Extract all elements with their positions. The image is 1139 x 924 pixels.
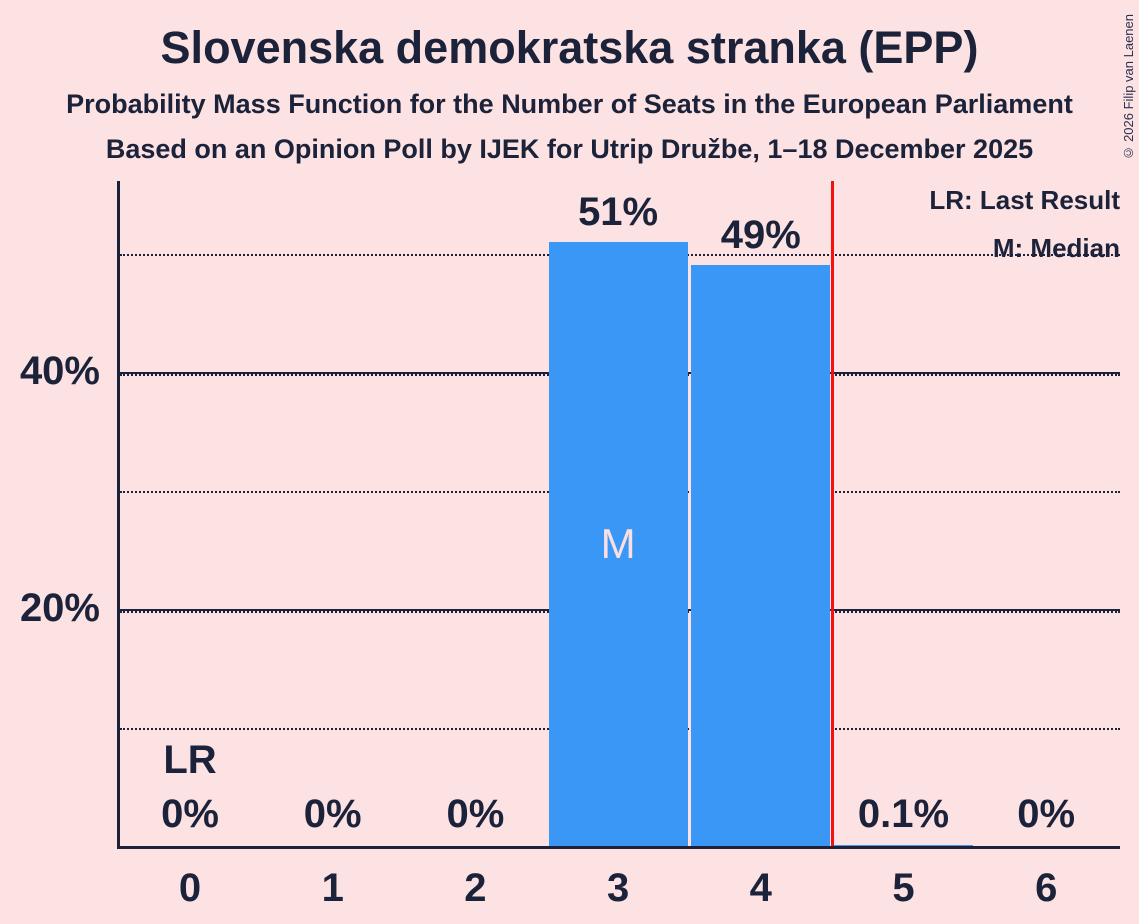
- x-tick-label-1: 1: [321, 866, 344, 910]
- chart-subtitle-poll: Based on an Opinion Poll by IJEK for Utr…: [105, 134, 1034, 164]
- y-tick-label-40: 40%: [19, 349, 100, 393]
- bar-value-label-2: 0%: [446, 792, 505, 836]
- bar-seat-3: [548, 241, 688, 846]
- x-tick-label-2: 2: [464, 866, 487, 910]
- bar-value-label-1: 0%: [303, 792, 362, 836]
- median-marker: M: [600, 519, 636, 567]
- x-tick-label-3: 3: [606, 866, 630, 910]
- bar-value-label-0: 0%: [161, 792, 219, 836]
- bar-seat-5: [834, 844, 973, 846]
- bar-value-label-4: 49%: [720, 213, 801, 258]
- chart-subtitle-pmf: Probability Mass Function for the Number…: [66, 89, 1073, 119]
- x-tick-label-4: 4: [749, 866, 772, 910]
- chart-title: Slovenska demokratska stranka (EPP): [160, 22, 979, 73]
- x-axis-line: [117, 846, 1120, 849]
- last-result-line: [830, 181, 834, 849]
- legend-median: M: Median: [992, 233, 1120, 263]
- bar-seat-4: [691, 265, 831, 846]
- bar-value-label-3: 51%: [578, 189, 659, 234]
- last-result-marker: LR: [163, 738, 217, 782]
- y-axis-line: [117, 181, 120, 849]
- x-tick-label-0: 0: [178, 866, 202, 910]
- copyright-notice: © 2026 Filip van Laenen: [1121, 14, 1136, 161]
- bar-value-label-5: 0.1%: [857, 792, 950, 836]
- y-tick-label-20: 20%: [19, 586, 100, 630]
- x-tick-label-5: 5: [892, 866, 915, 910]
- bar-value-label-6: 0%: [1017, 792, 1076, 836]
- legend-last-result: LR: Last Result: [929, 185, 1120, 215]
- x-tick-label-6: 6: [1035, 866, 1058, 910]
